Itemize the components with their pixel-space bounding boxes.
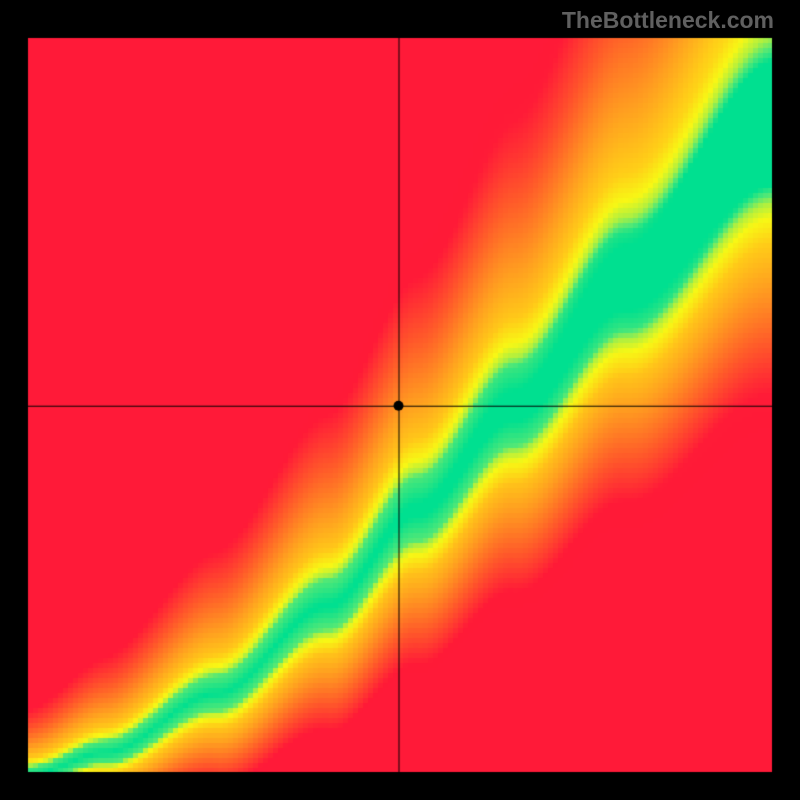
- watermark-text: TheBottleneck.com: [562, 7, 774, 34]
- bottleneck-heatmap: [0, 0, 800, 800]
